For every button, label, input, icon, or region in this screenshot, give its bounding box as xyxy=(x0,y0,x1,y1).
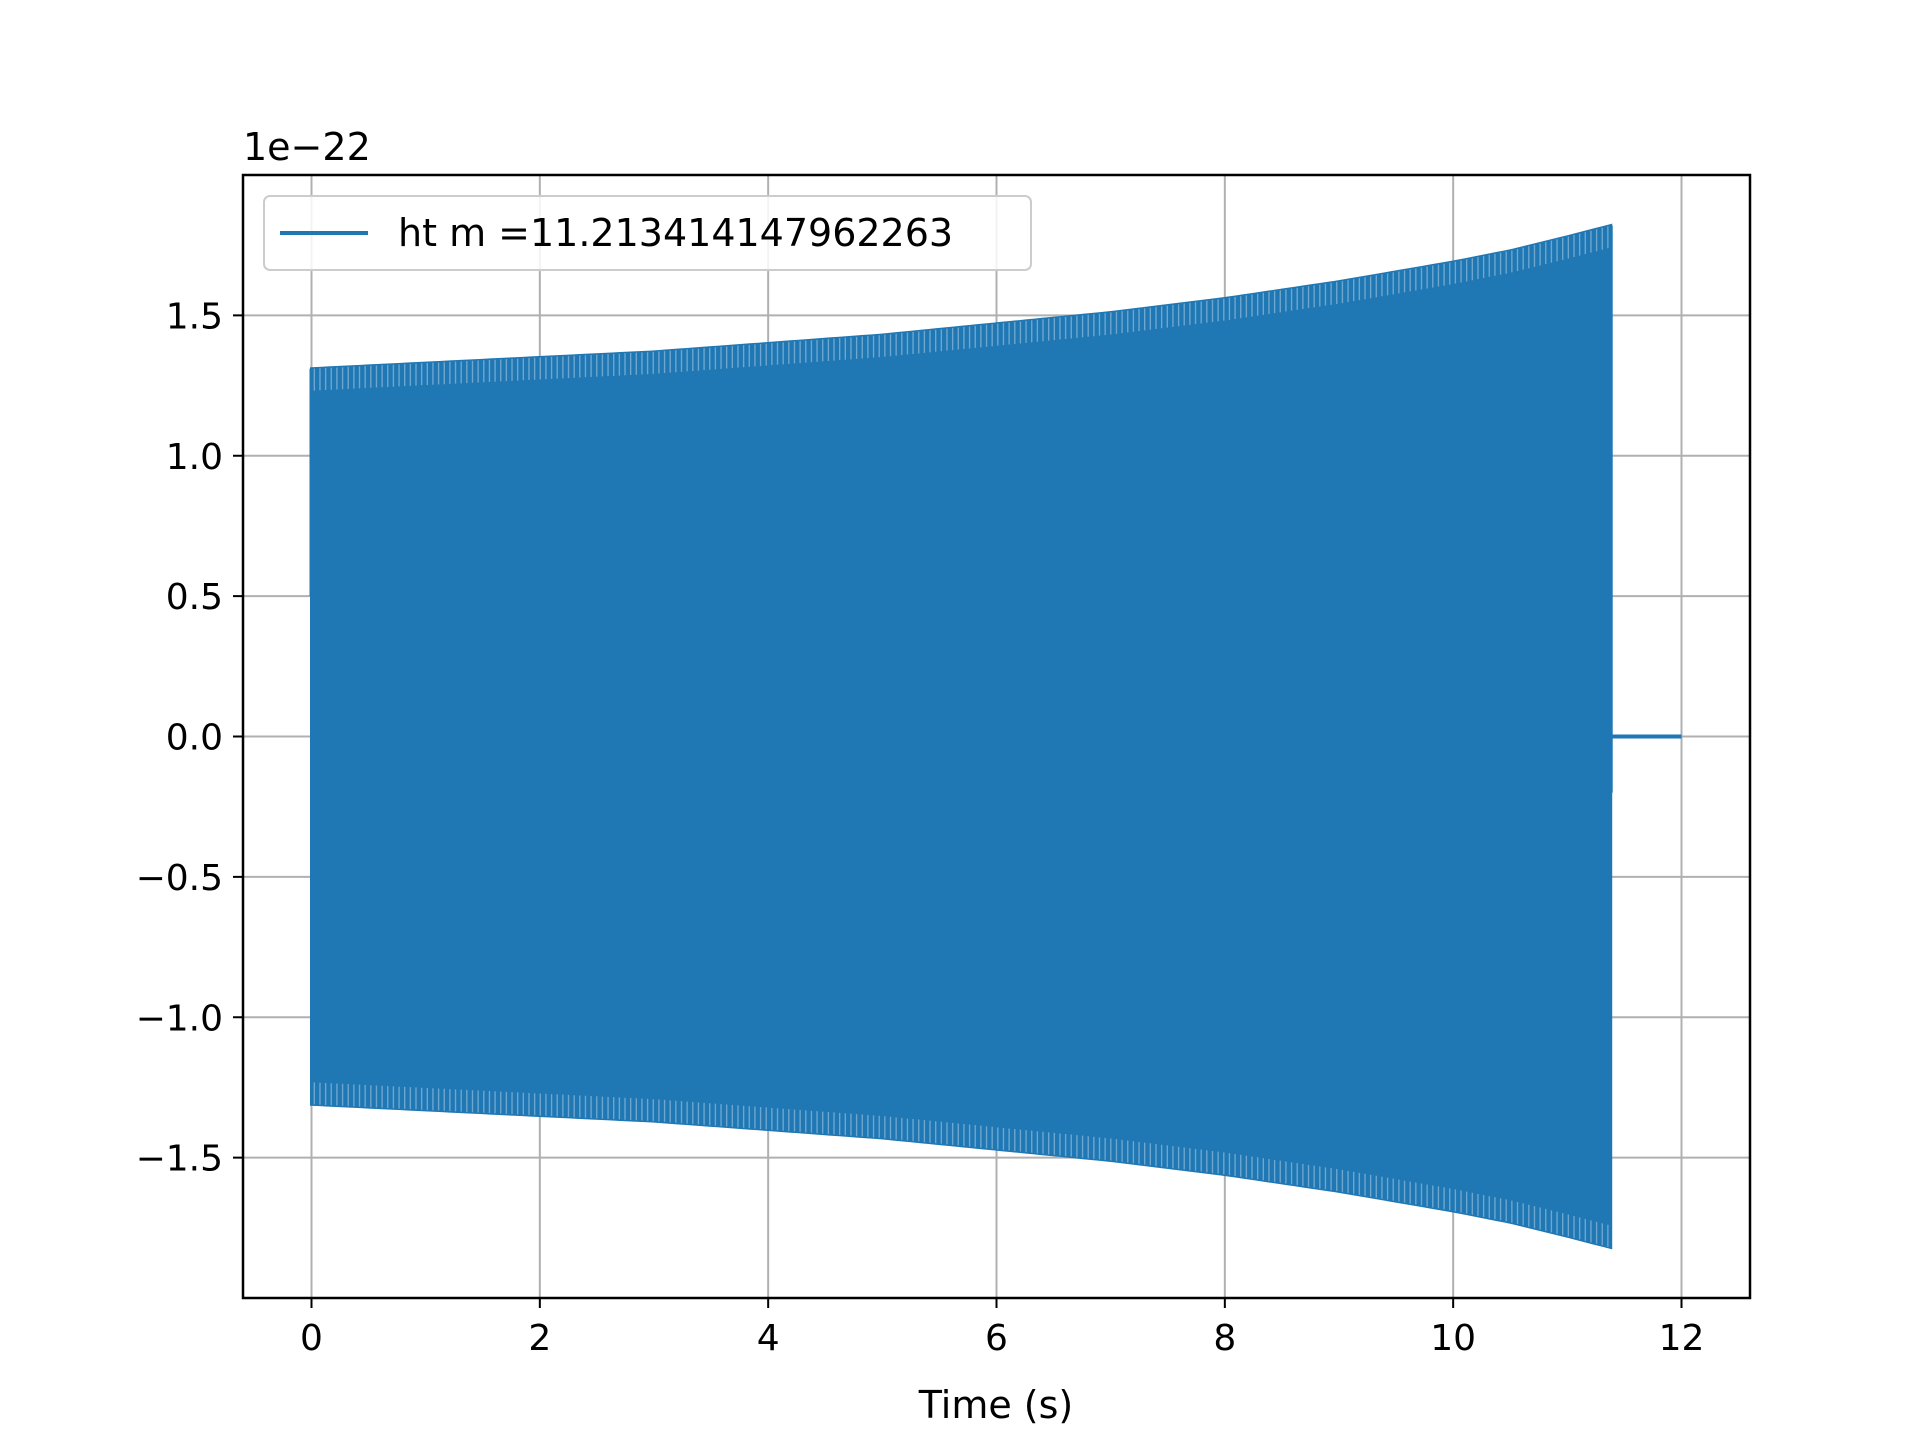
series-band xyxy=(310,223,1613,1250)
series-lower-cycles xyxy=(313,1082,1609,1247)
y-offset-label: 1e−22 xyxy=(243,125,371,169)
legend-box xyxy=(263,195,1032,271)
y-tick-label: −0.5 xyxy=(136,858,223,899)
y-tick-label: 0.0 xyxy=(166,718,223,759)
x-tick-label: 4 xyxy=(757,1318,780,1359)
series-upper-cycles xyxy=(313,226,1609,391)
ticks: 0 2 4 6 8 10 12 1.5 1.0 0.5 0.0 −0.5 −1.0 −1.5 xyxy=(136,296,1705,1359)
x-tick-label: 0 xyxy=(300,1318,323,1359)
y-tick-label: −1.5 xyxy=(136,1139,223,1180)
y-tick-label: −1.0 xyxy=(136,998,223,1039)
legend: ht m =11.213414147962263 xyxy=(263,195,1032,271)
series-layer xyxy=(309,223,1682,1250)
y-tick-label: 1.0 xyxy=(166,437,223,478)
x-tick-label: 12 xyxy=(1659,1318,1705,1359)
y-tick-label: 0.5 xyxy=(166,577,223,618)
x-tick-label: 10 xyxy=(1430,1318,1476,1359)
x-axis-label: Time (s) xyxy=(918,1383,1074,1427)
x-tick-label: 2 xyxy=(528,1318,551,1359)
y-tick-label: 1.5 xyxy=(166,296,223,337)
x-tick-label: 6 xyxy=(985,1318,1008,1359)
legend-label: ht m =11.213414147962263 xyxy=(398,211,953,255)
x-tick-label: 8 xyxy=(1213,1318,1236,1359)
